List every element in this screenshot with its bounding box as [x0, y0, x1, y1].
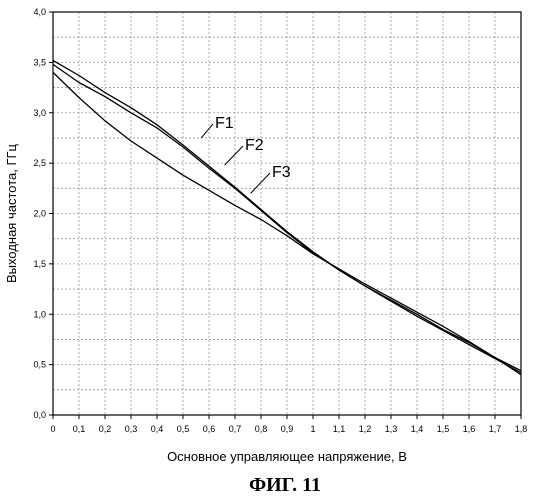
- y-tick-label: 0,0: [33, 410, 46, 420]
- x-tick-label: 1,3: [385, 424, 398, 434]
- x-tick-label: 0,8: [255, 424, 268, 434]
- x-tick-label: 0,6: [203, 424, 216, 434]
- x-tick-label: 1,8: [515, 424, 528, 434]
- x-tick-label: 1,1: [333, 424, 346, 434]
- x-tick-label: 0,5: [177, 424, 190, 434]
- x-tick-label: 0,4: [151, 424, 164, 434]
- x-tick-label: 1,6: [463, 424, 476, 434]
- x-tick-label: 1,5: [437, 424, 450, 434]
- figure-caption: ФИГ. 11: [249, 474, 321, 496]
- y-tick-label: 2,0: [33, 209, 46, 219]
- x-axis-title: Основное управляющее напряжение, В: [167, 449, 407, 464]
- y-tick-label: 2,5: [33, 158, 46, 168]
- x-tick-label: 0,9: [281, 424, 294, 434]
- annotation-label-f3: F3: [272, 164, 291, 181]
- y-tick-label: 3,0: [33, 108, 46, 118]
- y-tick-label: 1,0: [33, 309, 46, 319]
- x-tick-label: 0,7: [229, 424, 242, 434]
- x-tick-label: 0,3: [125, 424, 138, 434]
- annotation-label-f2: F2: [245, 137, 264, 154]
- x-tick-label: 1,7: [489, 424, 502, 434]
- x-tick-label: 1: [310, 424, 315, 434]
- y-tick-label: 4,0: [33, 7, 46, 17]
- x-tick-label: 0,1: [73, 424, 86, 434]
- y-tick-label: 3,5: [33, 57, 46, 67]
- x-tick-label: 1,4: [411, 424, 424, 434]
- y-tick-label: 1,5: [33, 259, 46, 269]
- annotation-label-f1: F1: [215, 115, 234, 132]
- x-tick-label: 0,2: [99, 424, 112, 434]
- x-tick-label: 1,2: [359, 424, 372, 434]
- y-tick-label: 0,5: [33, 360, 46, 370]
- y-axis-title: Выходная частота, ГГц: [4, 143, 19, 283]
- x-tick-label: 0: [50, 424, 55, 434]
